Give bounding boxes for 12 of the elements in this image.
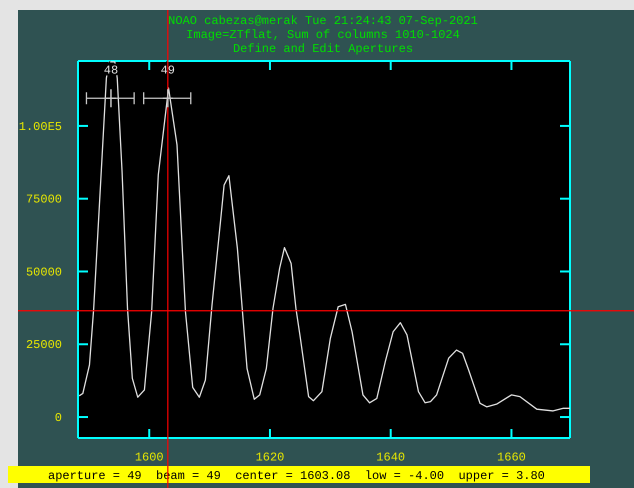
chart-title: NOAO cabezas@merak Tue 21:24:43 07-Sep-2021 bbox=[168, 14, 478, 28]
text: Define and Edit Apertures bbox=[232, 42, 414, 56]
y-tick-label: 75000 bbox=[26, 192, 62, 207]
y-tick-label: 25000 bbox=[26, 338, 62, 352]
chart-subtitle: Image=ZTflat, Sum of columns 1010-1024 bbox=[186, 28, 460, 42]
x-tick-label: 1620 bbox=[256, 450, 284, 465]
x-tick-label: 1600 bbox=[134, 450, 164, 465]
y-tick-label: 1.00E5 bbox=[18, 120, 62, 134]
y-tick-label: 0 bbox=[54, 410, 62, 425]
y-tick-label: 50000 bbox=[26, 265, 62, 280]
x-tick-label: 1640 bbox=[376, 450, 406, 465]
x-tick-label: 1660 bbox=[497, 450, 526, 465]
